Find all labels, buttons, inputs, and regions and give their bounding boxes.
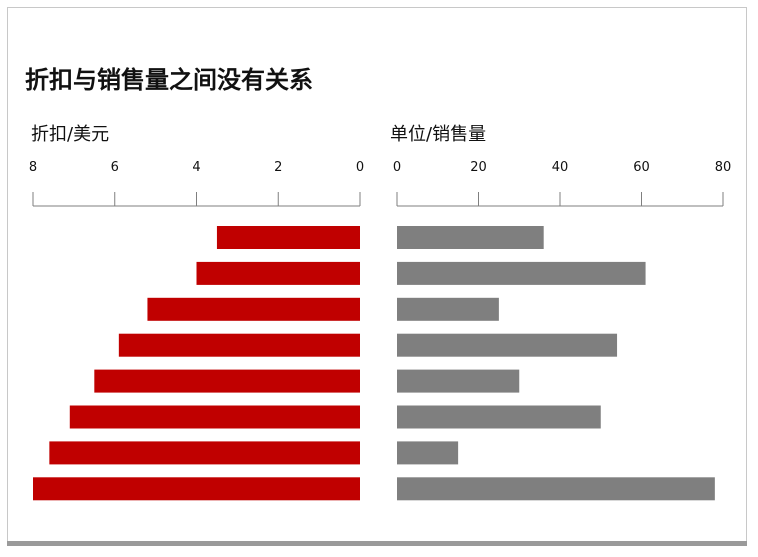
right-bar	[397, 297, 499, 321]
right-tick-label: 20	[470, 160, 487, 175]
left-bar	[216, 226, 360, 249]
left-bar	[118, 333, 361, 357]
right-tick-label: 40	[552, 160, 569, 175]
left-bar	[147, 297, 360, 321]
left-tick-label: 0	[356, 160, 364, 175]
right-bar	[397, 441, 459, 465]
right-tick-label: 60	[633, 160, 650, 175]
left-tick-label: 6	[111, 160, 119, 175]
right-bar	[397, 333, 618, 357]
left-tick-label: 4	[192, 160, 200, 175]
left-bar	[196, 261, 360, 285]
right-bar	[397, 261, 646, 285]
left-tick-label: 8	[29, 160, 37, 175]
right-tick-label: 0	[393, 160, 401, 175]
right-bar	[397, 477, 715, 501]
left-axis-title: 折扣/美元	[31, 124, 110, 145]
left-tick-label: 2	[274, 160, 282, 175]
bottom-rule	[7, 541, 747, 546]
right-axis-title: 单位/销售量	[390, 124, 487, 145]
left-bar	[94, 369, 360, 393]
right-tick-label: 80	[715, 160, 732, 175]
right-bar	[397, 369, 520, 393]
right-bar	[397, 226, 544, 249]
left-bar	[33, 477, 360, 501]
left-bar	[49, 441, 360, 465]
right-bar	[397, 405, 601, 429]
left-bar	[69, 405, 360, 429]
page-title: 折扣与销售量之间没有关系	[25, 66, 313, 94]
